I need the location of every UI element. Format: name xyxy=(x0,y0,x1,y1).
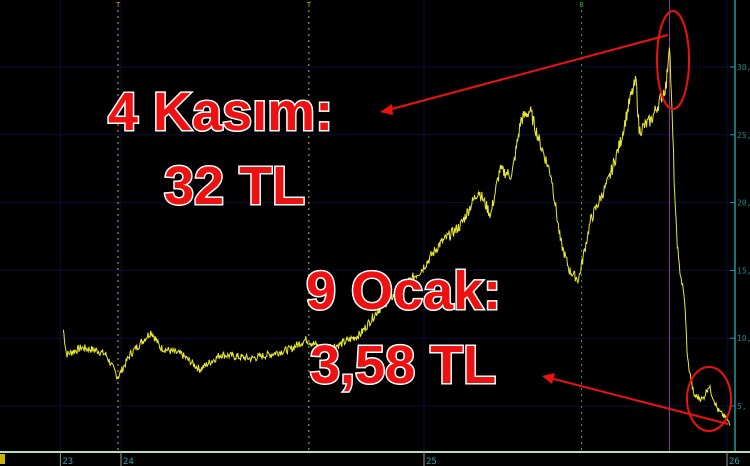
peak-arrowhead xyxy=(380,104,393,115)
price-point xyxy=(269,354,270,355)
price-point xyxy=(550,175,552,176)
price-point xyxy=(608,179,610,180)
price-point xyxy=(578,279,579,281)
price-point xyxy=(181,354,183,355)
price-point xyxy=(478,189,479,191)
price-point xyxy=(635,80,637,81)
price-point xyxy=(290,348,292,350)
price-point xyxy=(675,214,676,216)
price-point xyxy=(650,119,652,121)
price-point xyxy=(569,270,570,271)
price-point xyxy=(438,244,440,246)
price-point xyxy=(702,398,704,400)
price-point xyxy=(538,139,540,141)
price-point xyxy=(590,219,592,221)
scroll-handle xyxy=(0,454,5,464)
y-tick-label: 30, xyxy=(737,63,750,72)
low-arrow xyxy=(549,377,729,425)
price-point xyxy=(659,99,661,100)
price-point xyxy=(629,99,631,100)
y-tick-label: 10, xyxy=(737,334,750,343)
price-point xyxy=(520,119,522,121)
x-tick-label: 23 xyxy=(62,457,73,466)
price-point xyxy=(678,260,679,262)
price-point xyxy=(81,347,83,349)
price-point xyxy=(399,288,401,290)
event-marker-label: T xyxy=(307,1,312,9)
y-tick-labels: 5, 10, 15, 20, 25, 30, xyxy=(730,63,750,411)
price-point xyxy=(666,84,667,86)
price-point xyxy=(96,350,98,351)
x-tick-label: 26 xyxy=(729,457,740,466)
annotation-overlay: 4 Kasım: 32 TL 9 Ocak: 3,58 TL xyxy=(107,10,732,432)
price-line xyxy=(62,47,731,426)
x-tick-label: 25 xyxy=(426,457,437,466)
x-tick-label: 24 xyxy=(123,457,134,466)
peak-date-label: 4 Kasım: xyxy=(108,82,333,142)
price-point xyxy=(117,377,119,378)
price-point xyxy=(693,394,695,396)
price-point xyxy=(378,309,379,311)
low-highlight-ellipse xyxy=(686,366,732,432)
peak-price-label: 32 TL xyxy=(164,156,305,216)
price-point xyxy=(559,240,561,241)
price-point xyxy=(459,225,461,227)
y-tick-label: 15, xyxy=(737,266,750,275)
price-point xyxy=(150,331,152,332)
price-point xyxy=(320,347,322,349)
low-date-label: 9 Ocak: xyxy=(306,261,501,321)
price-point xyxy=(359,333,361,335)
price-point xyxy=(63,329,64,331)
price-point xyxy=(638,130,640,132)
price-point xyxy=(669,39,670,41)
event-marker-label: T xyxy=(116,1,121,9)
axes xyxy=(0,0,750,453)
y-tick-label: 5, xyxy=(737,402,747,411)
price-point xyxy=(250,358,252,359)
price-point xyxy=(338,344,340,346)
y-tick-label: 25, xyxy=(737,131,750,140)
price-point xyxy=(620,139,622,141)
price-point xyxy=(220,354,222,355)
price-point xyxy=(420,270,422,271)
price-point xyxy=(708,385,710,387)
price-point xyxy=(717,409,719,411)
price-point xyxy=(529,109,531,111)
price-point xyxy=(499,169,501,171)
peak-arrow xyxy=(387,34,669,111)
price-point xyxy=(687,359,689,361)
x-tick-labels: 23 24 25 26 xyxy=(59,452,740,466)
event-marker-label: B xyxy=(580,1,584,9)
price-point xyxy=(729,424,731,426)
price-point xyxy=(199,368,201,370)
grid xyxy=(0,0,735,452)
price-point xyxy=(599,199,601,201)
price-point xyxy=(684,299,685,301)
price-point xyxy=(105,354,107,355)
peak-highlight-ellipse xyxy=(656,10,690,110)
low-price-label: 3,58 TL xyxy=(310,335,496,395)
price-series xyxy=(62,39,731,426)
price-point xyxy=(159,347,161,349)
y-tick-label: 20, xyxy=(737,199,750,208)
price-point xyxy=(305,339,307,340)
price-point xyxy=(490,214,492,216)
price-point xyxy=(511,175,513,176)
price-point xyxy=(66,354,67,355)
low-arrowhead xyxy=(542,373,555,384)
price-point xyxy=(129,354,131,355)
